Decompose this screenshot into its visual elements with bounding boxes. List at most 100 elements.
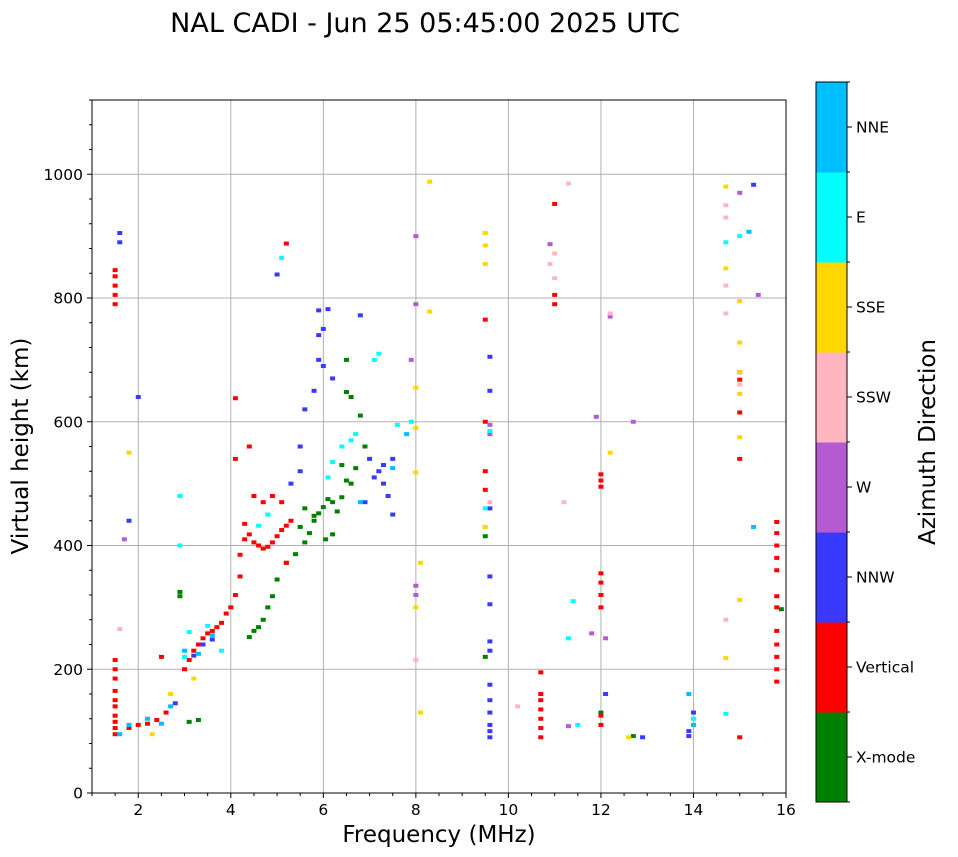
data-point-x-mode bbox=[343, 357, 349, 362]
data-point-vertical bbox=[598, 580, 604, 585]
data-point-e bbox=[330, 459, 336, 464]
data-point-vertical bbox=[279, 500, 285, 505]
data-point-nnw bbox=[487, 354, 493, 359]
data-point-sse bbox=[626, 735, 632, 740]
data-point-nnw bbox=[487, 729, 493, 734]
data-point-e bbox=[177, 543, 183, 548]
data-point-x-mode bbox=[357, 413, 363, 418]
data-point-vertical bbox=[154, 717, 160, 722]
data-point-nne bbox=[195, 651, 201, 656]
data-point-x-mode bbox=[186, 719, 192, 724]
data-point-vertical bbox=[112, 676, 118, 681]
data-point-w bbox=[755, 292, 761, 297]
data-point-nnw bbox=[362, 500, 368, 505]
data-point-sse bbox=[723, 184, 729, 189]
y-tick-label: 200 bbox=[53, 661, 83, 679]
x-tick-label: 6 bbox=[318, 801, 328, 819]
data-point-w bbox=[566, 724, 572, 729]
data-point-nnw bbox=[200, 642, 206, 647]
data-point-x-mode bbox=[302, 540, 308, 545]
data-point-sse bbox=[737, 435, 743, 440]
data-point-vertical bbox=[538, 716, 544, 721]
data-point-vertical bbox=[552, 302, 558, 307]
data-point-x-mode bbox=[339, 463, 345, 468]
data-point-ssw bbox=[515, 704, 521, 709]
data-point-nnw bbox=[117, 231, 123, 236]
data-point-vertical bbox=[482, 487, 488, 492]
data-point-ssw bbox=[723, 283, 729, 288]
data-point-vertical bbox=[223, 611, 229, 616]
data-point-vertical bbox=[598, 593, 604, 597]
x-tick-label: 4 bbox=[226, 801, 236, 819]
data-point-sse bbox=[482, 261, 488, 266]
data-point-e bbox=[408, 419, 414, 424]
x-tick-label: 12 bbox=[591, 801, 611, 819]
data-point-nne bbox=[209, 633, 215, 638]
data-point-ssw bbox=[487, 500, 493, 505]
data-point-nnw bbox=[640, 735, 646, 740]
colorbar-segment bbox=[816, 532, 847, 623]
data-point-sse bbox=[417, 710, 423, 715]
data-point-nnw bbox=[487, 735, 493, 740]
data-point-vertical bbox=[112, 698, 118, 703]
data-point-vertical bbox=[205, 631, 211, 636]
data-point-sse bbox=[737, 299, 743, 304]
data-point-e bbox=[353, 432, 359, 437]
data-point-x-mode bbox=[256, 625, 262, 630]
data-point-x-mode bbox=[320, 505, 326, 510]
colorbar-tick-label: Vertical bbox=[856, 659, 914, 677]
data-point-x-mode bbox=[598, 710, 604, 715]
data-point-ssw bbox=[737, 382, 743, 387]
data-point-vertical bbox=[482, 419, 488, 424]
data-point-vertical bbox=[774, 594, 780, 599]
colorbar-frame bbox=[815, 81, 848, 803]
data-point-vertical bbox=[774, 555, 780, 560]
data-point-sse bbox=[737, 340, 743, 345]
data-point-vertical bbox=[237, 552, 243, 557]
data-point-e bbox=[371, 357, 377, 362]
data-point-w bbox=[487, 422, 493, 427]
data-point-sse bbox=[427, 309, 433, 314]
data-point-sse bbox=[417, 560, 423, 565]
data-point-nne bbox=[168, 704, 174, 709]
data-point-vertical bbox=[200, 636, 206, 641]
data-point-nnw bbox=[686, 729, 692, 734]
data-point-x-mode bbox=[297, 524, 303, 529]
colorbar-segment bbox=[816, 442, 847, 533]
data-point-ssw bbox=[723, 203, 729, 208]
colorbar-tick-label: NNE bbox=[856, 119, 889, 137]
data-point-vertical bbox=[260, 546, 266, 551]
data-point-x-mode bbox=[362, 444, 368, 449]
data-point-x-mode bbox=[177, 594, 183, 599]
data-point-vertical bbox=[552, 201, 558, 206]
data-point-nnw bbox=[380, 481, 386, 486]
data-point-nnw bbox=[325, 307, 331, 312]
data-point-vertical bbox=[538, 698, 544, 703]
data-point-x-mode bbox=[630, 734, 636, 739]
data-point-vertical bbox=[232, 456, 238, 461]
colorbar-tick-label: E bbox=[856, 209, 866, 227]
data-point-nne bbox=[357, 500, 363, 505]
data-point-x-mode bbox=[334, 509, 340, 514]
data-point-vertical bbox=[774, 654, 780, 659]
data-point-nne bbox=[117, 732, 123, 737]
data-point-nne bbox=[390, 466, 396, 471]
data-point-x-mode bbox=[311, 513, 317, 518]
data-point-e bbox=[575, 722, 581, 727]
data-point-sse bbox=[413, 385, 419, 390]
data-point-e bbox=[205, 623, 211, 628]
data-point-vertical bbox=[191, 648, 197, 653]
data-point-x-mode bbox=[177, 589, 183, 594]
data-point-vertical bbox=[242, 521, 248, 526]
data-point-vertical bbox=[552, 292, 558, 297]
data-point-nnw bbox=[686, 734, 692, 739]
data-point-x-mode bbox=[251, 628, 257, 633]
data-point-e bbox=[394, 422, 400, 427]
data-point-sse bbox=[737, 370, 743, 375]
data-point-x-mode bbox=[325, 497, 331, 502]
data-point-vertical bbox=[774, 568, 780, 573]
data-point-sse bbox=[149, 732, 155, 737]
data-point-vertical bbox=[774, 531, 780, 536]
data-point-nnw bbox=[371, 475, 377, 480]
data-point-vertical bbox=[283, 560, 289, 565]
